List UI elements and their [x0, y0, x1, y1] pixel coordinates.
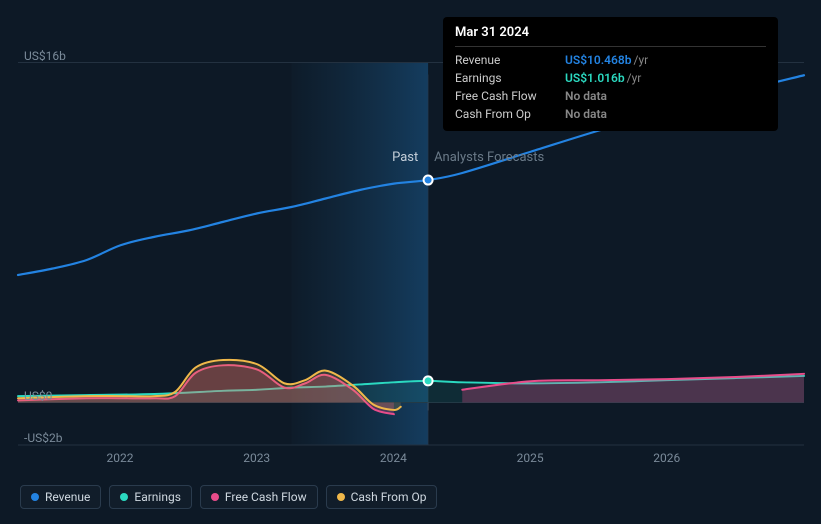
legend-dot-icon	[211, 493, 219, 501]
tooltip-row-label: Revenue	[455, 53, 565, 67]
tooltip-row: RevenueUS$10.468b /yr	[455, 51, 766, 69]
tooltip-row-unit: /yr	[634, 53, 649, 67]
tooltip-row: EarningsUS$1.016b /yr	[455, 69, 766, 87]
section-label-past: Past	[392, 150, 418, 165]
tooltip-date: Mar 31 2024	[455, 25, 766, 47]
legend-label: Earnings	[134, 490, 181, 504]
legend-item-free_cash_flow[interactable]: Free Cash Flow	[200, 485, 318, 509]
y-tick-label: US$0	[24, 389, 52, 403]
legend-item-revenue[interactable]: Revenue	[20, 485, 101, 509]
legend-label: Revenue	[45, 490, 90, 504]
tooltip-row-value: No data	[565, 107, 607, 121]
financials-chart: Past Analysts Forecasts US$0 US$16b -US$2b…	[0, 0, 821, 524]
legend-label: Free Cash Flow	[225, 490, 307, 504]
y-tick-label: US$16b	[24, 49, 66, 63]
tooltip-row: Cash From OpNo data	[455, 105, 766, 123]
x-tick-label: 2023	[243, 451, 270, 465]
hover-marker-earnings	[425, 377, 432, 384]
tooltip-row: Free Cash FlowNo data	[455, 87, 766, 105]
legend-item-earnings[interactable]: Earnings	[109, 485, 192, 509]
legend-item-cash_from_op[interactable]: Cash From Op	[326, 485, 438, 509]
legend-dot-icon	[31, 493, 39, 501]
hover-tooltip: Mar 31 2024 RevenueUS$10.468b /yrEarning…	[443, 17, 778, 131]
tooltip-row-value: No data	[565, 89, 607, 103]
y-tick-label: -US$2b	[24, 431, 62, 445]
legend-label: Cash From Op	[351, 490, 427, 504]
tooltip-row-label: Free Cash Flow	[455, 89, 565, 103]
legend-dot-icon	[120, 493, 128, 501]
free_cash_flow-area	[462, 374, 804, 403]
legend-dot-icon	[337, 493, 345, 501]
legend: Revenue Earnings Free Cash Flow Cash From O…	[20, 485, 437, 509]
tooltip-row-unit: /yr	[627, 71, 642, 85]
tooltip-row-label: Cash From Op	[455, 107, 565, 121]
x-tick-label: 2025	[517, 451, 544, 465]
tooltip-row-label: Earnings	[455, 71, 565, 85]
tooltip-row-value: US$1.016b	[565, 71, 625, 85]
hover-marker-revenue	[425, 177, 432, 184]
section-label-forecasts: Analysts Forecasts	[434, 150, 544, 165]
x-tick-label: 2026	[653, 451, 680, 465]
x-tick-label: 2022	[107, 451, 134, 465]
x-tick-label: 2024	[380, 451, 407, 465]
tooltip-row-value: US$10.468b	[565, 53, 632, 67]
